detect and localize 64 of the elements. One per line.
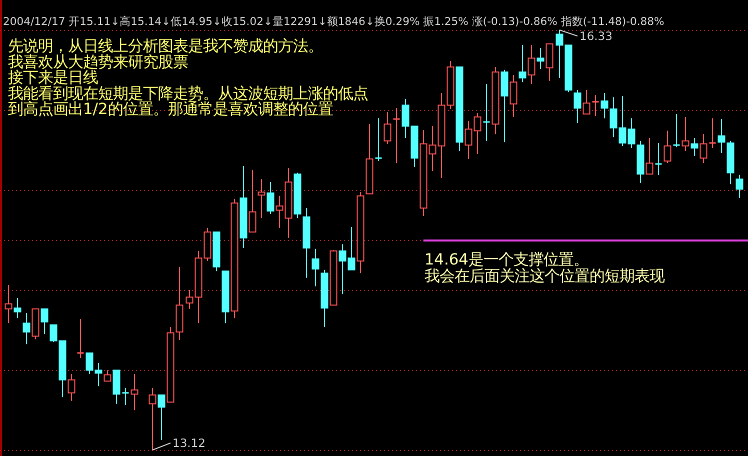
candlestick [130, 373, 138, 411]
candlestick [374, 118, 382, 162]
candlestick [14, 297, 22, 319]
candlestick [664, 130, 672, 164]
candlestick [428, 126, 436, 172]
candlestick [248, 169, 256, 233]
candlestick [68, 373, 76, 402]
candlestick [690, 137, 698, 156]
candlestick [464, 120, 472, 160]
candlestick [592, 94, 600, 117]
candlestick [276, 195, 284, 228]
annotation: 我喜欢从大趋势来研究股票 [8, 52, 188, 71]
candlestick [158, 394, 166, 440]
chart-subtitle: 2004/12/17 开15.11↓高15.14↓低14.95↓收15.02↓量12291↓额1846↓换0.29% 振1.25% 涨(-0.13)-0.86% 指数(-11.48)-0.88% [3, 15, 664, 28]
candlestick [148, 387, 156, 450]
candlestick [528, 44, 536, 85]
candlestick [536, 48, 544, 70]
candlestick [94, 362, 102, 387]
candlestick [186, 289, 194, 310]
candlestick [718, 118, 726, 154]
candlestick [600, 92, 608, 119]
candlestick [348, 226, 356, 270]
candlestick [610, 96, 618, 138]
candlestick [518, 44, 526, 83]
candlestick [312, 248, 320, 287]
candlestick [86, 352, 94, 374]
annotation: 13.12 [172, 436, 206, 450]
candlestick [736, 174, 744, 198]
candlestick [76, 318, 84, 359]
candlestick [628, 118, 636, 149]
candlestick [266, 182, 274, 214]
candlestick [700, 134, 708, 164]
candlestick [474, 112, 482, 154]
candlestick [40, 308, 48, 335]
candlestick [682, 116, 690, 152]
candlestick [708, 118, 716, 149]
candlestick [510, 74, 518, 118]
candlestick [112, 370, 120, 404]
ref-line-label: 14.64是一个支撑位置。我会在后面关注这个位置的短期表现 [424, 250, 664, 285]
candlestick [22, 312, 30, 345]
candlestick [402, 98, 410, 138]
candlestick [482, 84, 490, 142]
candlestick [338, 244, 346, 295]
candlestick [500, 69, 508, 143]
candlestick [384, 111, 392, 144]
annotation: 先说明，从日线上分析图表是我不赞成的方法。 [8, 37, 323, 55]
candlestick [50, 324, 58, 343]
candlestick [574, 90, 582, 124]
candlestick [646, 137, 654, 175]
annotation: 到高点画出1/2的位置。那通常是喜欢调整的位置 [8, 100, 333, 118]
candlestick [556, 30, 564, 78]
candlestick [4, 284, 12, 324]
candlestick [654, 142, 662, 176]
annotation: 我能看到现在短期是下降走势。从这波短期上涨的低点 [8, 84, 368, 102]
annotation: 接下来是日线 [8, 68, 98, 87]
candlestick [672, 114, 680, 148]
candlestick [104, 370, 112, 382]
annotation: 16.33 [580, 29, 612, 43]
candlestick [582, 90, 590, 114]
candlestick [392, 108, 400, 164]
candlestick [122, 387, 130, 406]
candlestick [546, 43, 554, 82]
candlestick [618, 95, 626, 146]
candlestick [258, 178, 266, 219]
